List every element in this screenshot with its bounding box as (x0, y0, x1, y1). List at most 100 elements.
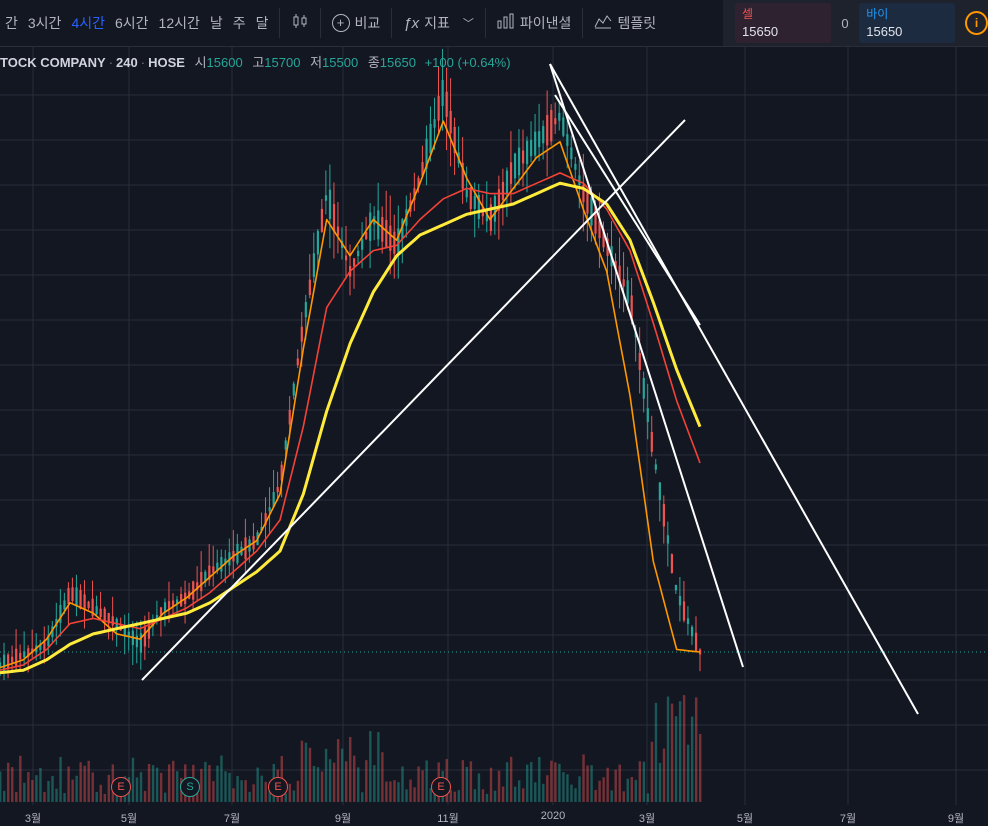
x-axis-label: 7월 (839, 813, 857, 825)
volume-bar (381, 752, 384, 802)
volume-bar (465, 766, 469, 802)
info-icon[interactable]: i (964, 11, 988, 35)
candle-body (477, 194, 480, 220)
volume-bar (682, 695, 686, 802)
volume-bar (361, 792, 364, 802)
template-icon (594, 13, 612, 33)
compare-button[interactable]: + 비교 (326, 13, 387, 33)
volume-bar (0, 771, 2, 802)
candle-body (453, 126, 456, 154)
interval-6h[interactable]: 6시간 (114, 15, 149, 31)
earnings-event-marker[interactable]: E (111, 777, 131, 797)
candle-style-button[interactable] (285, 12, 315, 34)
candle-body (99, 608, 102, 618)
volume-bar (59, 756, 62, 802)
candle-body (646, 408, 649, 423)
candle-body (31, 648, 34, 653)
compare-label: 비교 (354, 15, 381, 31)
volume-bar (236, 776, 239, 802)
volume-bar (397, 782, 400, 802)
earnings-event-marker[interactable]: E (268, 777, 288, 797)
candle-body (630, 295, 633, 321)
volume-bar (505, 762, 509, 802)
volume-bar (316, 767, 320, 802)
candle-body (212, 566, 215, 573)
interval-12h[interactable]: 12시간 (158, 15, 200, 31)
volume-bar (694, 697, 698, 802)
candle-body (316, 231, 320, 255)
volume-bar (296, 780, 300, 802)
volume-bar (401, 766, 404, 802)
chevron-down-icon: ﹀ (462, 18, 474, 30)
volume-bar (417, 766, 420, 802)
low-label: 저 (310, 55, 323, 70)
interval-4h[interactable]: 4시간 (71, 15, 105, 31)
volume-bar (501, 786, 505, 802)
volume-bar (574, 788, 577, 802)
split-event-marker[interactable]: S (180, 777, 200, 797)
candle-body (562, 117, 565, 136)
candle-body (542, 126, 545, 144)
candle-body (204, 571, 207, 583)
volume-bar (200, 768, 203, 802)
volume-bar (517, 780, 521, 802)
volume-bar (324, 748, 328, 802)
volume-bar (75, 775, 78, 802)
interval-1h[interactable]: 간 (5, 15, 18, 31)
x-axis-label: 3월 (638, 813, 656, 825)
interval-month[interactable]: 달 (255, 15, 269, 31)
volume-bar (526, 764, 529, 802)
volume-bar (99, 784, 102, 802)
candle-body (139, 633, 143, 653)
candle-body (176, 599, 179, 605)
volume-bar (284, 793, 288, 802)
candle-body (642, 377, 645, 399)
candle-body (578, 175, 581, 186)
candle-body (618, 265, 621, 283)
symbol-name[interactable]: TOCK COMPANY (0, 55, 106, 70)
volume-bar (626, 778, 629, 802)
volume-bar (566, 774, 569, 802)
volume-bar (618, 764, 621, 802)
sell-button[interactable]: 셀 15650 (735, 3, 831, 43)
spread-value: 0 (841, 15, 849, 31)
candle-body (208, 565, 211, 580)
volume-bar (268, 787, 271, 802)
candle-body (566, 134, 569, 146)
candle-body (670, 554, 674, 573)
volume-bar (357, 767, 360, 802)
price-chart[interactable] (0, 46, 988, 826)
volume-bar (31, 779, 34, 802)
candle-body (103, 608, 106, 623)
volume-bar (312, 765, 316, 802)
candle-body (95, 606, 98, 615)
templates-button[interactable]: 템플릿 (588, 13, 662, 33)
candle-body (324, 195, 328, 201)
earnings-event-marker[interactable]: E (431, 777, 451, 797)
interval-week[interactable]: 주 (232, 15, 246, 31)
volume-bar (204, 761, 207, 802)
volume-bar (497, 770, 501, 802)
interval-day[interactable]: 날 (209, 15, 223, 31)
financials-button[interactable]: 파이낸셜 (491, 13, 578, 33)
volume-bar (385, 781, 388, 802)
candle-body (449, 110, 452, 134)
x-axis-label: 7월 (223, 813, 241, 825)
volume-bar (393, 780, 396, 802)
candle-body (67, 587, 70, 605)
buy-button[interactable]: 바이 15650 (859, 3, 955, 43)
candle-body (220, 556, 223, 572)
volume-bar (63, 793, 66, 802)
volume-bar (55, 788, 58, 802)
candle-body (171, 600, 175, 607)
volume-bar (530, 762, 533, 802)
indicators-button[interactable]: ƒx 지표 ﹀ (397, 13, 480, 33)
candle-body (292, 383, 295, 396)
candle-body (200, 572, 203, 592)
candle-body (582, 185, 585, 203)
volume-bar (3, 790, 6, 802)
candle-body (268, 507, 271, 512)
interval-3h[interactable]: 3시간 (27, 15, 62, 31)
volume-bar (582, 754, 585, 802)
volume-bar (232, 788, 235, 802)
